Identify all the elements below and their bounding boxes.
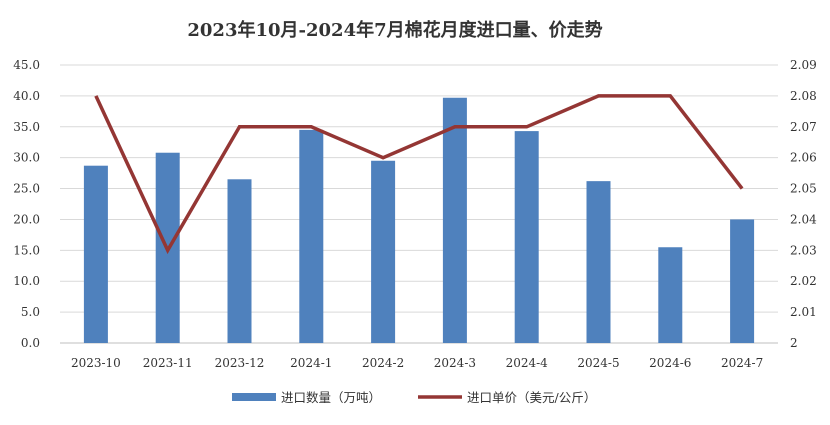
- x-axis-tick-label: 2024-5: [577, 356, 619, 370]
- left-axis-tick-label: 5.0: [21, 305, 40, 319]
- right-axis-tick-label: 2.04: [790, 212, 817, 226]
- legend-label-line: 进口单价（美元/公斤）: [467, 390, 596, 405]
- left-axis-tick-label: 40.0: [13, 89, 40, 103]
- left-axis-tick-label: 20.0: [13, 212, 40, 226]
- bar: [658, 247, 683, 343]
- left-axis-tick-label: 35.0: [13, 120, 40, 134]
- bar: [442, 97, 467, 344]
- right-axis-tick-label: 2.02: [790, 274, 817, 288]
- right-axis-ticks: 2 2.01 2.02 2.03 2.04 2.05 2.06 2.07 2.08 2.09: [790, 58, 817, 350]
- price-line: [94, 94, 744, 255]
- left-axis-tick-label: 0.0: [21, 336, 40, 350]
- chart-title: 2023年10月-2024年7月棉花月度进口量、价走势: [187, 19, 602, 41]
- x-axis-tick-label: 2024-7: [721, 356, 763, 370]
- bar: [299, 129, 324, 343]
- bar: [514, 131, 539, 343]
- right-axis-tick-label: 2.05: [790, 182, 817, 196]
- bar-series: [83, 97, 755, 344]
- right-axis-tick-label: 2.07: [790, 120, 817, 134]
- legend: 进口数量（万吨） 进口单价（美元/公斤）: [232, 390, 596, 405]
- right-axis-tick-label: 2.08: [790, 89, 817, 103]
- bar: [83, 165, 108, 343]
- x-axis-tick-label: 2024-3: [434, 356, 476, 370]
- bar: [730, 219, 755, 343]
- legend-label-bar: 进口数量（万吨）: [281, 390, 381, 405]
- bar: [227, 179, 252, 343]
- x-axis-tick-label: 2024-2: [362, 356, 404, 370]
- left-axis-tick-label: 30.0: [13, 151, 40, 165]
- x-axis-tick-label: 2023-11: [143, 356, 193, 370]
- right-axis-tick-label: 2.03: [790, 243, 817, 257]
- x-axis-ticks: 2023-10 2023-11 2023-12 2024-1 2024-2 2024-3 2…: [71, 356, 763, 370]
- left-axis-tick-label: 15.0: [13, 243, 40, 257]
- left-axis-tick-label: 45.0: [13, 58, 40, 72]
- x-axis-tick-label: 2024-6: [649, 356, 691, 370]
- right-axis-tick-label: 2.01: [790, 305, 817, 319]
- x-axis-tick-label: 2024-1: [290, 356, 332, 370]
- right-axis-tick-label: 2: [790, 336, 798, 350]
- left-axis-tick-label: 10.0: [13, 274, 40, 288]
- right-axis-tick-label: 2.06: [790, 151, 817, 165]
- left-axis-ticks: 0.0 5.0 10.0 15.0 20.0 25.0 30.0 35.0 40.0 45.0: [13, 58, 40, 350]
- left-axis-tick-label: 25.0: [13, 182, 40, 196]
- right-axis-tick-label: 2.09: [790, 58, 817, 72]
- bar: [371, 160, 396, 343]
- line-series: [94, 94, 744, 255]
- x-axis-tick-label: 2023-10: [71, 356, 121, 370]
- bar: [586, 181, 611, 343]
- x-axis-tick-label: 2024-4: [506, 356, 549, 370]
- x-axis-tick-label: 2023-12: [215, 356, 265, 370]
- legend-swatch-bar: [232, 393, 276, 401]
